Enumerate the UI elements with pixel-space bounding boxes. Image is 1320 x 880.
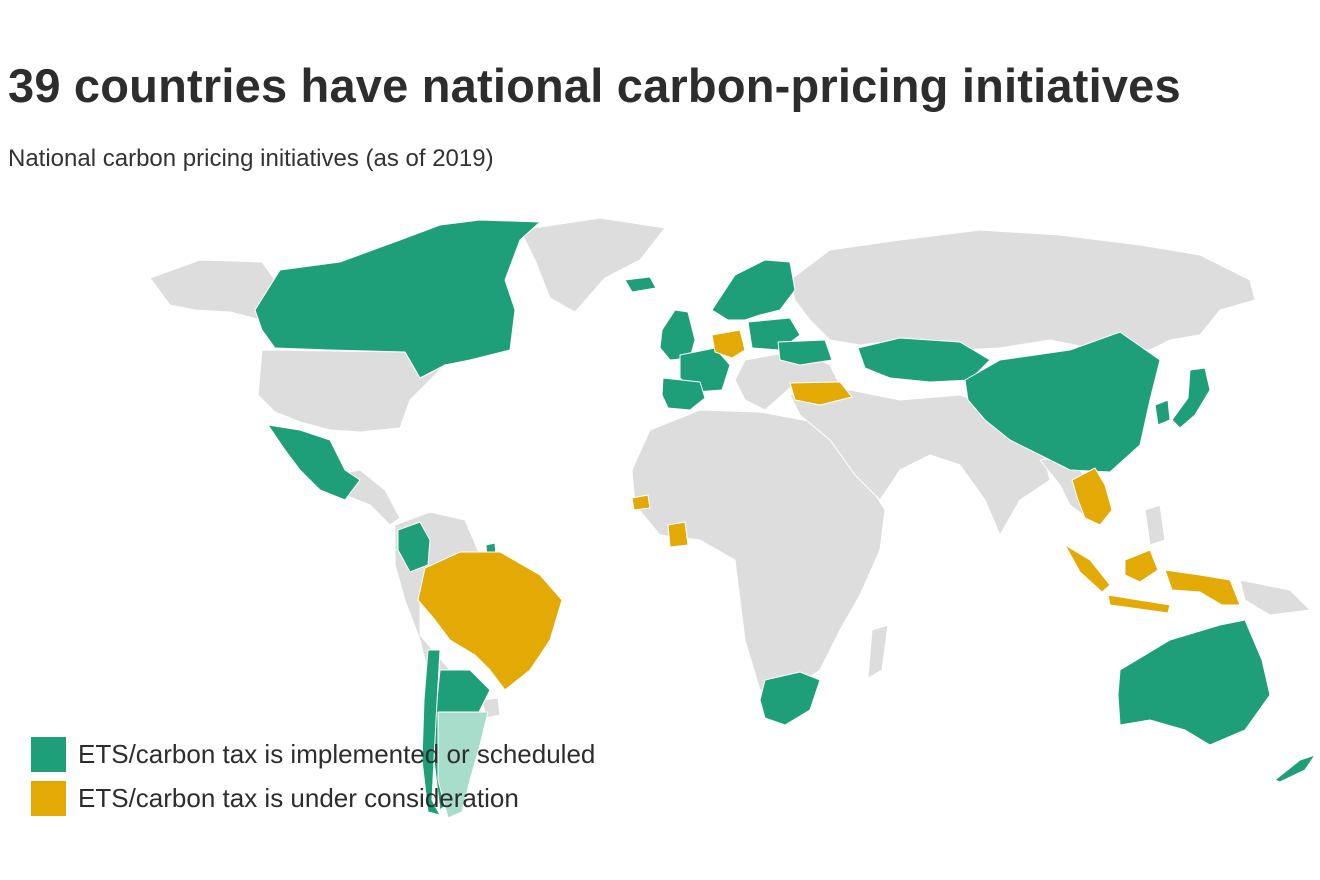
world-map [0, 200, 1320, 840]
country-korea [1154, 399, 1171, 426]
country-new-zealand [1274, 754, 1316, 783]
country-japan [1171, 367, 1211, 429]
country-iceland [624, 276, 657, 293]
region-greenland [519, 217, 666, 313]
country-canada [254, 219, 541, 379]
country-scandinavia [711, 259, 796, 321]
region-madagascar [867, 624, 889, 679]
legend-label-implemented: ETS/carbon tax is implemented or schedul… [78, 738, 596, 769]
country-australia [1117, 619, 1271, 746]
country-indonesia-sumatra [1064, 544, 1111, 593]
country-china [964, 331, 1161, 473]
legend-label-consideration: ETS/carbon tax is under consideration [78, 782, 519, 813]
legend: ETS/carbon tax is implemented or schedul… [31, 735, 595, 823]
country-indonesia-java [1107, 594, 1171, 614]
country-thailand-vietnam [1071, 467, 1113, 526]
region-russia [789, 229, 1256, 351]
region-papua-new-guinea [1239, 579, 1311, 616]
legend-item-consideration: ETS/carbon tax is under consideration [31, 779, 595, 817]
legend-swatch-consideration [31, 780, 66, 816]
chart-title: 39 countries have national carbon-pricin… [8, 59, 1181, 112]
country-brazil [417, 551, 563, 691]
country-mexico [267, 424, 361, 501]
country-indonesia-east [1164, 569, 1241, 606]
consideration-countries [417, 329, 1241, 691]
country-senegal [631, 494, 651, 511]
country-cote-divoire [667, 521, 689, 548]
country-germany [711, 329, 746, 359]
country-colombia [397, 521, 431, 573]
partial-region [437, 711, 489, 819]
country-chile [421, 649, 441, 816]
chart-subtitle: National carbon pricing initiatives (as … [8, 145, 494, 172]
region-philippines [1144, 504, 1166, 546]
country-south-africa [759, 671, 821, 726]
country-indonesia-borneo [1124, 549, 1159, 583]
implemented-countries [254, 219, 1316, 816]
country-uk-ireland [659, 309, 696, 361]
legend-item-implemented: ETS/carbon tax is implemented or schedul… [31, 735, 595, 773]
world-map-svg [149, 217, 1316, 819]
country-ukraine [777, 339, 833, 366]
region-patagonia [437, 711, 489, 819]
legend-swatch-implemented [31, 736, 66, 772]
region-middle-east [789, 389, 1051, 536]
country-iberia [661, 377, 706, 411]
country-turkey [789, 381, 853, 406]
